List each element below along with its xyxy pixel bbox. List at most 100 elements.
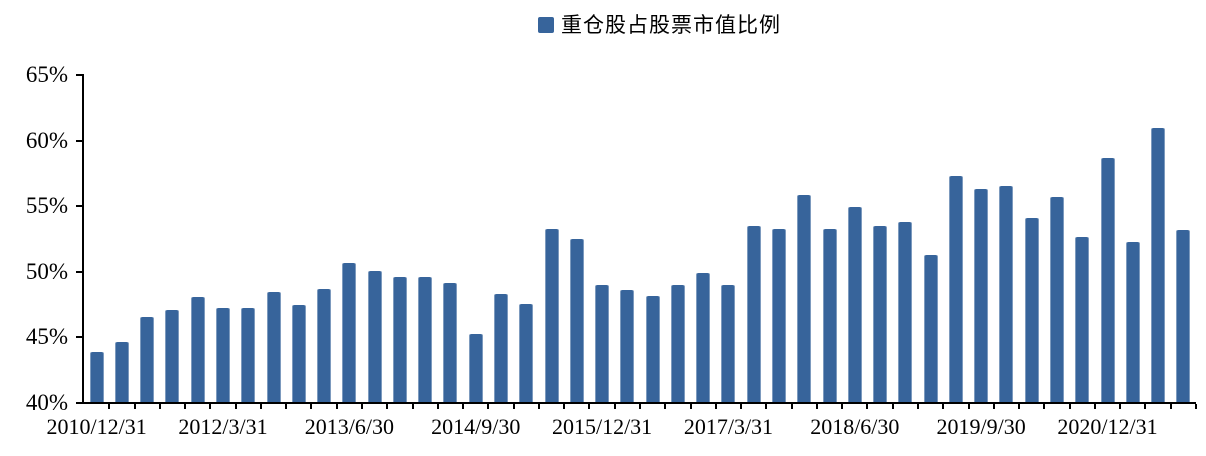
x-axis-tick [664,404,667,409]
bar-2019/3/31 [923,255,938,402]
x-axis-tick [537,404,540,409]
bar-2013/6/30 [342,262,357,402]
bar-2015/9/30 [569,239,584,402]
bar-2021/3/31 [1125,241,1140,402]
x-axis-tick-label: 2013/6/30 [304,414,394,439]
x-axis-tick [1018,404,1021,409]
x-axis-tick-label: 2017/3/31 [683,414,774,439]
x-axis-line [82,402,1196,404]
x-axis-tick [335,404,338,409]
plot-area [84,75,1197,409]
bar-2011/9/30 [165,310,180,402]
y-axis-tick-label: 50% [25,258,68,284]
bar-2017/3/31 [721,285,736,402]
x-axis-tick [563,404,566,409]
bar-2014/9/30 [468,333,483,402]
x-axis-tick [790,404,793,409]
y-axis-tick-label: 60% [25,127,68,153]
x-axis-tick-label: 2010/12/31 [46,414,147,439]
x-axis-tick [209,404,212,409]
bar-2013/9/30 [367,270,382,402]
x-axis-tick-label: 2019/9/30 [936,414,1026,439]
bar-2011/12/31 [190,297,205,402]
y-axis-tick [76,336,83,339]
bar-2015/3/31 [519,303,534,402]
y-axis-tick [76,402,83,404]
y-axis-tick-label: 55% [25,193,68,219]
bar-2018/12/31 [898,222,913,402]
x-axis-tick [1169,404,1172,409]
bar-2020/6/30 [1050,197,1064,402]
bar-2015/12/31 [595,285,610,402]
bar-2014/12/31 [494,294,508,402]
bar-2016/12/31 [696,273,711,402]
bar-2011/3/31 [114,341,129,402]
x-axis-tick [108,404,111,409]
x-axis-tick [765,404,768,409]
bar-2019/9/30 [974,189,989,402]
x-axis-tick [184,404,187,409]
legend-series-label: 重仓股占股票市值比例 [561,13,781,37]
x-axis-tick [815,404,818,409]
bar-2012/12/31 [291,304,306,402]
bar-2014/3/31 [418,277,433,402]
x-axis-tick [310,404,313,409]
bar-2012/6/30 [241,307,256,402]
bar-2016/3/31 [620,290,635,402]
x-axis-tick [1144,404,1147,409]
x-axis-tick [386,404,389,409]
x-axis-tick [133,404,136,409]
legend-swatch-icon [538,17,554,33]
bar-2014/6/30 [443,282,458,402]
y-axis-tick [76,270,83,273]
bar-2012/3/31 [216,307,230,402]
x-axis-tick [967,404,970,409]
x-axis-tick-label: 2012/3/31 [178,414,268,439]
x-axis-tick [1119,404,1122,409]
bar-2012/9/30 [266,291,281,402]
y-axis-tick [76,139,83,142]
bar-2018/3/31 [822,228,837,402]
x-axis-tick [234,404,237,409]
y-axis-line [82,74,84,404]
bar-2020/3/31 [1024,218,1039,402]
x-axis-tick [259,404,262,409]
bar-2020/9/30 [1075,236,1090,402]
bar-2021/6/30 [1151,127,1166,402]
x-axis-tick [714,404,717,409]
x-axis-tick [891,404,894,409]
x-axis-tick [158,404,161,409]
x-axis-tick [639,404,641,409]
x-axis-tick [689,404,692,409]
bar-2013/3/31 [317,289,332,402]
x-axis-tick [285,404,288,409]
x-axis-tick [841,404,844,409]
y-axis-tick-label: 65% [25,62,68,87]
y-axis-tick-label: 40% [25,390,68,415]
bar-2019/12/31 [999,185,1014,402]
chart-legend: 重仓股占股票市值比例 [538,13,781,37]
x-axis-tick [917,404,919,409]
bar-2019/6/30 [948,176,963,402]
x-axis-tick [942,404,945,409]
bar-2017/12/31 [797,194,812,402]
x-axis-tick [1043,404,1046,409]
bar-2021/9/30 [1176,230,1191,402]
x-axis-tick-label: 2018/6/30 [810,414,900,439]
bar-2010/12/31 [89,352,104,402]
bar-2015/6/30 [544,228,559,402]
y-axis-tick [76,205,83,208]
x-axis-tick [613,404,616,409]
x-axis-tick [992,404,995,409]
bar-2018/9/30 [873,226,888,402]
x-axis-tick-label: 2014/9/30 [431,414,521,439]
bar-2013/12/31 [392,277,407,402]
bar-2017/6/30 [746,226,761,402]
y-axis-tick [76,74,83,76]
bar-2011/6/30 [140,316,155,402]
x-axis-tick [512,404,515,409]
x-axis-tick [1093,404,1096,409]
x-axis-tick [1195,404,1197,409]
x-axis-tick [740,404,743,409]
